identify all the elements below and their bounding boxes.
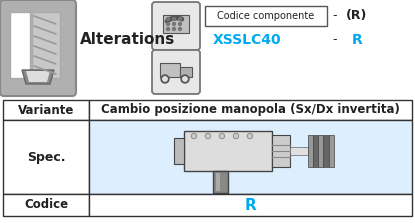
Circle shape [247,133,253,139]
Text: Codice componente: Codice componente [217,11,315,21]
Polygon shape [22,70,54,84]
Circle shape [181,75,189,83]
Bar [308,135,313,167]
Bar [163,15,189,33]
Text: R: R [244,198,256,213]
Bar [318,135,323,167]
Bar [3,120,89,194]
Bar [180,67,192,77]
Bar [205,6,327,26]
Bar [3,194,89,216]
Circle shape [173,27,176,31]
Circle shape [206,134,210,138]
Circle shape [219,133,225,139]
Text: XSSLC40: XSSLC40 [213,33,281,47]
Text: (R): (R) [346,10,368,23]
Bar [174,138,184,164]
Bar [290,147,308,155]
Bar [313,135,318,167]
Text: -: - [333,33,337,47]
Circle shape [183,77,187,81]
Circle shape [191,133,197,139]
Bar [323,135,329,167]
Text: Variante: Variante [18,103,74,116]
Circle shape [178,23,181,25]
Circle shape [249,134,251,138]
FancyBboxPatch shape [152,2,200,50]
Circle shape [234,134,237,138]
Circle shape [178,17,181,21]
Circle shape [173,17,176,21]
Text: Cambio posizione manopola (Sx/Dx invertita): Cambio posizione manopola (Sx/Dx inverti… [101,103,400,116]
Circle shape [205,133,211,139]
Circle shape [173,23,176,25]
Circle shape [163,77,167,81]
Circle shape [178,27,181,31]
Bar [216,173,220,191]
Bar [89,100,412,120]
Bar [89,194,412,216]
Bar [10,12,30,78]
FancyBboxPatch shape [0,0,76,96]
Polygon shape [26,71,50,82]
Bar [213,171,228,193]
Text: R: R [352,33,362,47]
Text: Alterations: Alterations [80,33,175,47]
Bar [3,100,89,120]
Bar [184,131,272,171]
Bar [89,120,412,194]
Bar [32,12,60,78]
Text: -: - [333,10,337,23]
Circle shape [233,133,239,139]
Circle shape [220,134,223,138]
Text: Spec.: Spec. [27,151,65,163]
Bar [329,135,334,167]
Circle shape [166,27,169,31]
Bar [272,135,290,167]
Text: Codice: Codice [24,198,68,211]
Bar [160,63,180,77]
FancyBboxPatch shape [152,50,200,94]
Circle shape [166,17,169,21]
Circle shape [166,23,169,25]
Circle shape [193,134,195,138]
Circle shape [161,75,169,83]
